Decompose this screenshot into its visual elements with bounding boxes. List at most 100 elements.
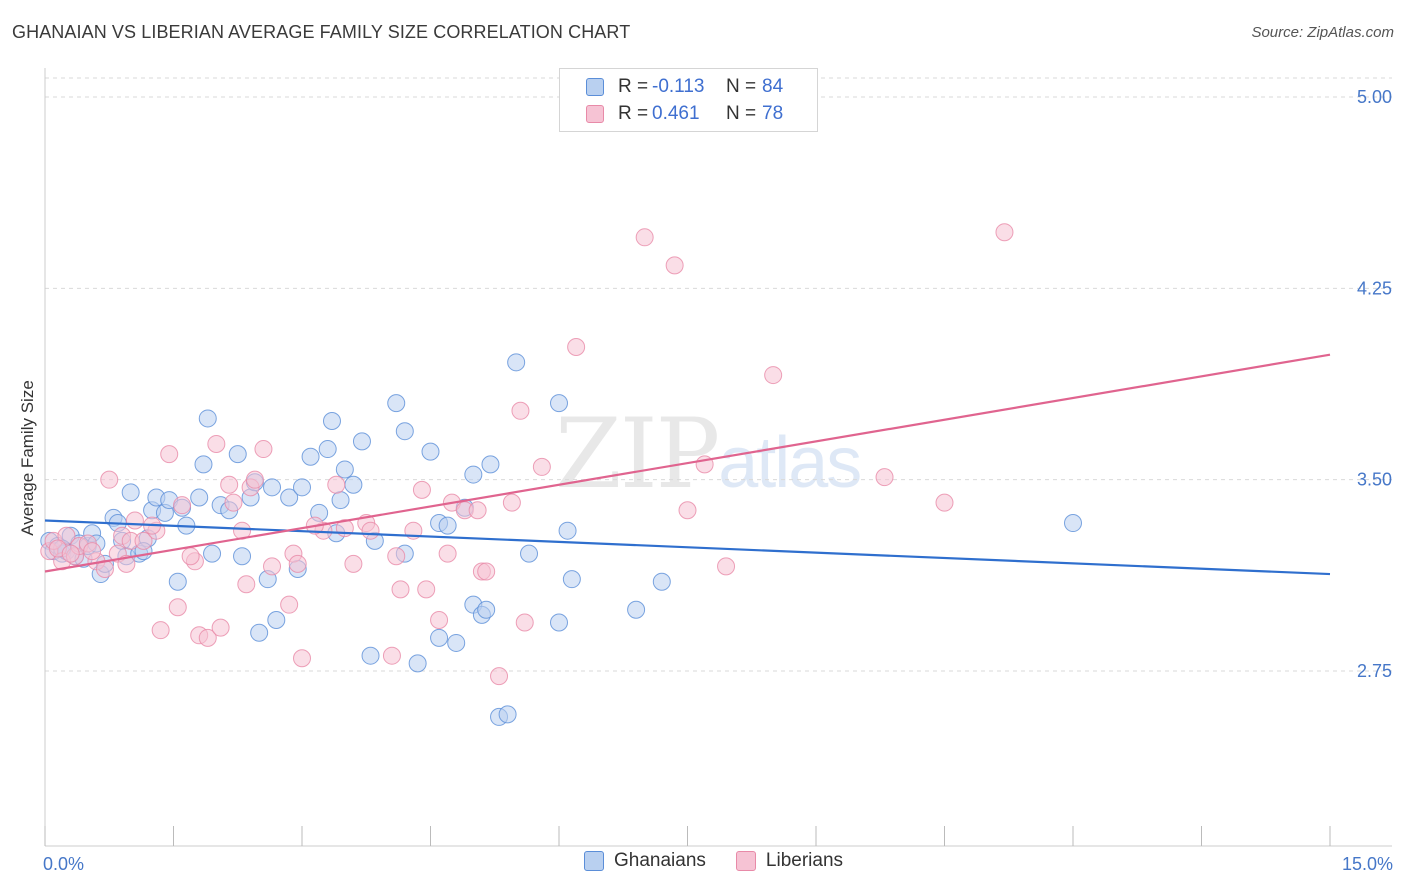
y-tick-label: 3.50 [1357, 470, 1392, 490]
chart-title: GHANAIAN VS LIBERIAN AVERAGE FAMILY SIZE… [12, 22, 631, 42]
liberians-point [280, 595, 299, 614]
ghanaians-point [361, 646, 380, 665]
ghanaians-point [395, 422, 414, 441]
trend-lines [44, 353, 1331, 576]
ghanaians-point [335, 460, 354, 479]
liberians-point [417, 580, 436, 599]
x-tick-label-max: 15.0% [1342, 854, 1393, 874]
ghanaians-point [301, 447, 320, 466]
ghanaians-point [280, 488, 299, 507]
r-label: R = [618, 76, 649, 97]
ghanaians-point [477, 600, 496, 619]
ghanaians-point [430, 628, 449, 647]
axis-labels: 2.75 3.50 4.25 5.00 0.0% 15.0% Average Family … [18, 87, 1393, 874]
ghanaians-point [1064, 514, 1082, 533]
ghanaians-point [331, 491, 350, 510]
liberians-point [635, 228, 654, 247]
ghanaians-point [562, 570, 581, 589]
liberians-point [515, 613, 534, 632]
liberians-point [245, 470, 264, 489]
ghanaians-point [447, 633, 466, 652]
liberians-point [532, 457, 551, 476]
y-axis-title: Average Family Size [18, 380, 37, 536]
liberians-point [288, 554, 307, 573]
r-value: 0.461 [652, 103, 700, 124]
y-tick-label: 4.25 [1357, 278, 1392, 298]
ghanaians-legend-swatch [584, 851, 604, 871]
ghanaians-point [344, 475, 363, 494]
ghanaians-point [322, 411, 341, 430]
ghanaians-swatch [586, 78, 604, 96]
ghanaians-point [250, 623, 269, 642]
ghanaians-trend-line [44, 519, 1331, 576]
ghanaians-point [558, 521, 577, 540]
ghanaians-point [481, 455, 500, 474]
liberians-point [160, 445, 179, 464]
zipatlas-watermark: ZIPatlas [555, 398, 862, 510]
liberians-point [220, 475, 239, 494]
liberians-point [293, 649, 311, 668]
liberians-point [382, 646, 401, 665]
legend-row-liberians: R = 0.461 N = 78 [586, 102, 783, 126]
liberians-point [198, 628, 217, 647]
ghanaians-point [233, 547, 252, 566]
ghanaians-point [421, 442, 440, 461]
liberians-point [125, 511, 144, 530]
liberians-point [477, 562, 496, 581]
ghanaians-point [627, 600, 646, 619]
ghanaians-point [464, 465, 483, 484]
liberians-swatch [586, 105, 604, 123]
liberians-point [678, 501, 697, 520]
y-tick-label: 2.75 [1357, 661, 1392, 681]
liberians-point [181, 547, 200, 566]
series-legend: Ghanaians Liberians [584, 850, 873, 872]
ghanaians-legend-label: Ghanaians [614, 850, 706, 871]
ghanaians-point [352, 432, 371, 451]
n-value: 84 [762, 76, 784, 97]
liberians-point [57, 526, 76, 545]
liberians-point [387, 547, 406, 566]
liberians-point [935, 493, 954, 512]
liberians-point [717, 557, 736, 576]
ghanaians-point [438, 516, 457, 535]
liberians-point [567, 338, 586, 357]
r-label: R = [618, 103, 649, 124]
legend-item-liberians[interactable]: Liberians [735, 850, 844, 872]
ghanaians-point [121, 483, 140, 502]
liberians-point [764, 366, 783, 385]
liberians-point [344, 554, 363, 573]
liberians-point [327, 475, 346, 494]
liberians-trend-line [44, 353, 1331, 573]
watermark-atlas: atlas [718, 423, 862, 503]
liberians-point [490, 667, 509, 686]
ghanaians-point [198, 409, 217, 428]
ghanaians-point [228, 445, 247, 464]
watermark-zip: ZIP [555, 398, 720, 510]
liberians-point [237, 575, 256, 594]
ghanaians-point [203, 544, 222, 563]
ghanaians-point [520, 544, 539, 563]
liberians-point [100, 470, 119, 489]
liberians-point [168, 598, 187, 617]
liberians-legend-swatch [735, 851, 756, 871]
source-label: Source: ZipAtlas.com [1251, 24, 1394, 41]
n-label: N = [726, 103, 757, 124]
liberians-legend-label: Liberians [765, 850, 844, 871]
liberians-point [361, 521, 380, 540]
ghanaians-point [267, 610, 286, 629]
x-tick-label-min: 0.0% [43, 854, 84, 874]
liberians-point [430, 610, 449, 629]
liberians-point [412, 480, 431, 499]
liberians-point [468, 501, 487, 520]
ghanaians-point [293, 478, 311, 497]
ghanaians-points [40, 353, 1082, 726]
n-value: 78 [762, 103, 784, 124]
legend-item-ghanaians[interactable]: Ghanaians [584, 850, 706, 872]
ghanaians-point [550, 394, 568, 413]
liberians-point [83, 542, 102, 561]
liberians-point [224, 493, 243, 512]
liberians-point [61, 544, 80, 563]
liberians-point [263, 557, 282, 576]
correlation-legend: R = -0.113 N = 84 R = 0.461 N = 78 [559, 68, 818, 132]
